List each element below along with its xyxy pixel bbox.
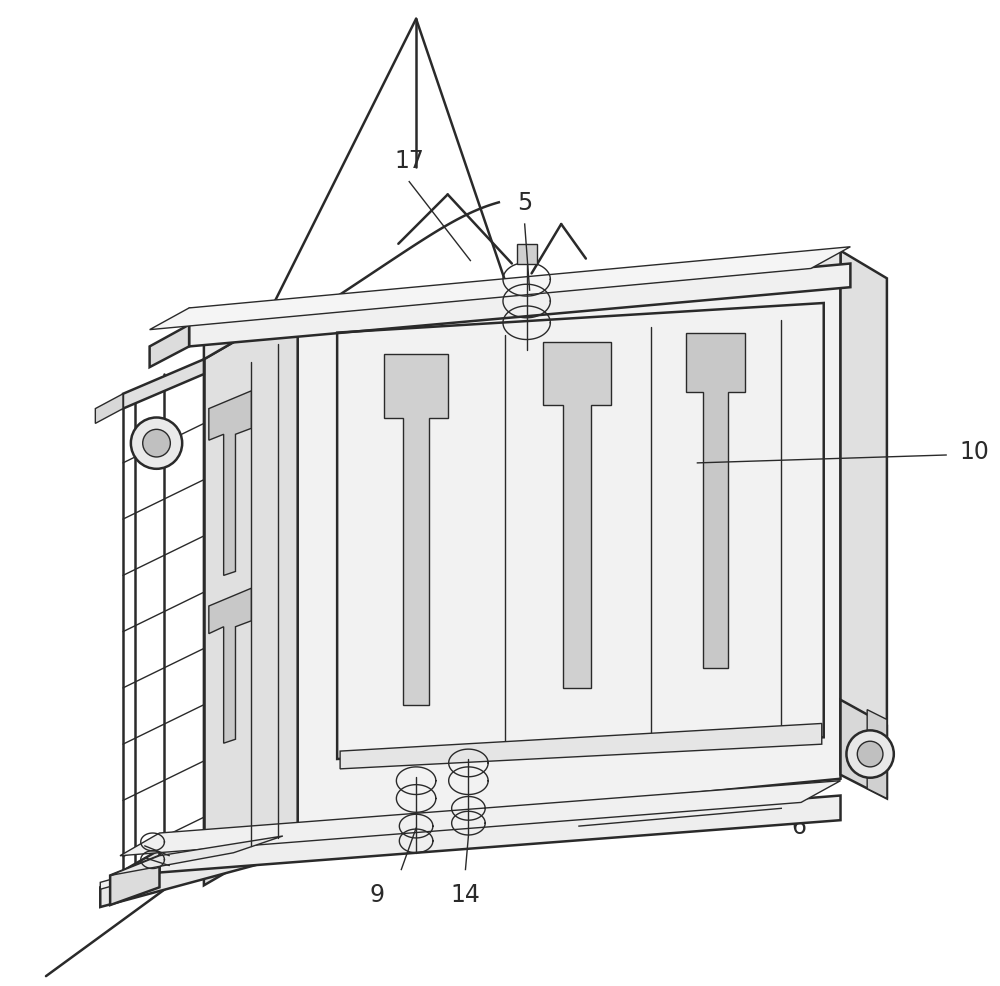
Polygon shape: [340, 724, 822, 769]
Circle shape: [143, 430, 170, 458]
Circle shape: [846, 731, 894, 778]
Polygon shape: [867, 710, 887, 799]
Polygon shape: [100, 836, 283, 907]
Polygon shape: [150, 325, 189, 368]
Polygon shape: [841, 251, 887, 797]
Polygon shape: [150, 247, 850, 330]
Circle shape: [857, 741, 883, 767]
Polygon shape: [204, 306, 298, 885]
Text: 6: 6: [791, 814, 806, 838]
Polygon shape: [543, 343, 611, 688]
Polygon shape: [209, 391, 251, 576]
Polygon shape: [517, 245, 537, 264]
Polygon shape: [686, 333, 745, 669]
Polygon shape: [100, 831, 283, 889]
Text: 5: 5: [517, 191, 532, 215]
Text: 10: 10: [959, 440, 989, 463]
Text: 17: 17: [394, 149, 424, 173]
Polygon shape: [298, 251, 841, 327]
Text: 9: 9: [369, 882, 384, 906]
Polygon shape: [120, 850, 159, 894]
Polygon shape: [189, 306, 298, 347]
Polygon shape: [123, 360, 204, 409]
Polygon shape: [841, 700, 887, 799]
Circle shape: [131, 418, 182, 469]
Polygon shape: [298, 251, 841, 831]
Polygon shape: [189, 264, 850, 347]
Polygon shape: [110, 836, 283, 876]
Text: 14: 14: [451, 882, 480, 906]
Polygon shape: [384, 355, 448, 705]
Polygon shape: [159, 796, 841, 873]
Polygon shape: [204, 251, 841, 360]
Polygon shape: [209, 589, 251, 743]
Polygon shape: [120, 781, 841, 856]
Polygon shape: [110, 856, 159, 905]
Polygon shape: [95, 394, 123, 424]
